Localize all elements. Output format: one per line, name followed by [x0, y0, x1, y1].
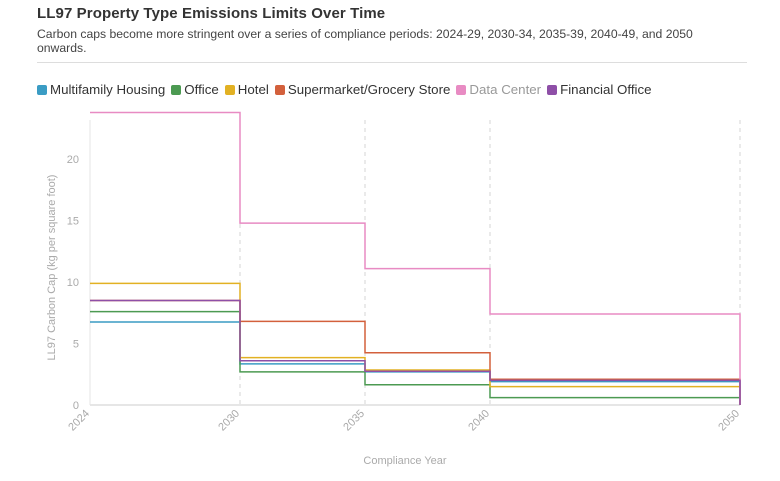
legend-swatch	[547, 84, 558, 95]
x-tick-label: 2024	[66, 408, 92, 434]
x-axis-label: Compliance Year	[363, 455, 447, 467]
legend-swatch	[274, 84, 285, 95]
y-tick-label: 20	[67, 154, 79, 166]
legend-label: Financial Office	[560, 82, 652, 97]
chart-title: LL97 Property Type Emissions Limits Over…	[37, 5, 386, 22]
legend-label: Office	[184, 82, 219, 97]
series-line-office	[90, 310, 741, 405]
legend-label: Supermarket/Grocery Store	[287, 82, 451, 97]
legend-swatch	[171, 84, 182, 95]
legend-label: Data Center	[469, 82, 542, 97]
y-tick-label: 10	[67, 277, 79, 289]
legend-item-office[interactable]: Office	[171, 82, 219, 97]
series-line-multifamily-housing	[90, 321, 741, 405]
y-tick-label: 15	[67, 216, 79, 228]
legend-swatch	[37, 84, 47, 95]
series-line-financial-office	[90, 299, 741, 405]
legend-item-supermarket-grocery-store[interactable]: Supermarket/Grocery Store	[274, 82, 451, 97]
legend-swatch	[456, 84, 467, 95]
legend-label: Multifamily Housing	[50, 82, 166, 97]
legend-swatch	[224, 84, 235, 95]
y-tick-label: 0	[73, 400, 79, 412]
y-axis-label: LL97 Carbon Cap (kg per square foot)	[46, 175, 58, 361]
x-tick-label: 2040	[466, 408, 492, 434]
legend-item-multifamily-housing[interactable]: Multifamily Housing	[37, 82, 165, 97]
legend-item-data-center[interactable]: Data Center	[456, 82, 541, 97]
legend-item-hotel[interactable]: Hotel	[224, 82, 269, 97]
series-line-data-center	[90, 111, 741, 405]
x-tick-label: 2030	[216, 408, 242, 434]
y-tick-label: 5	[73, 339, 79, 351]
series-line-supermarket-grocery-store	[90, 299, 741, 405]
chart-legend: Multifamily Housing Office Hotel Supermarke…	[37, 82, 658, 97]
chart-subtitle: Carbon caps become more stringent over a…	[37, 27, 693, 55]
header-divider	[37, 62, 747, 63]
x-tick-label: 2035	[341, 408, 367, 434]
series-line-hotel	[90, 282, 741, 405]
legend-label: Hotel	[237, 82, 269, 97]
legend-item-financial-office[interactable]: Financial Office	[547, 82, 652, 97]
x-tick-label: 2050	[716, 408, 742, 434]
